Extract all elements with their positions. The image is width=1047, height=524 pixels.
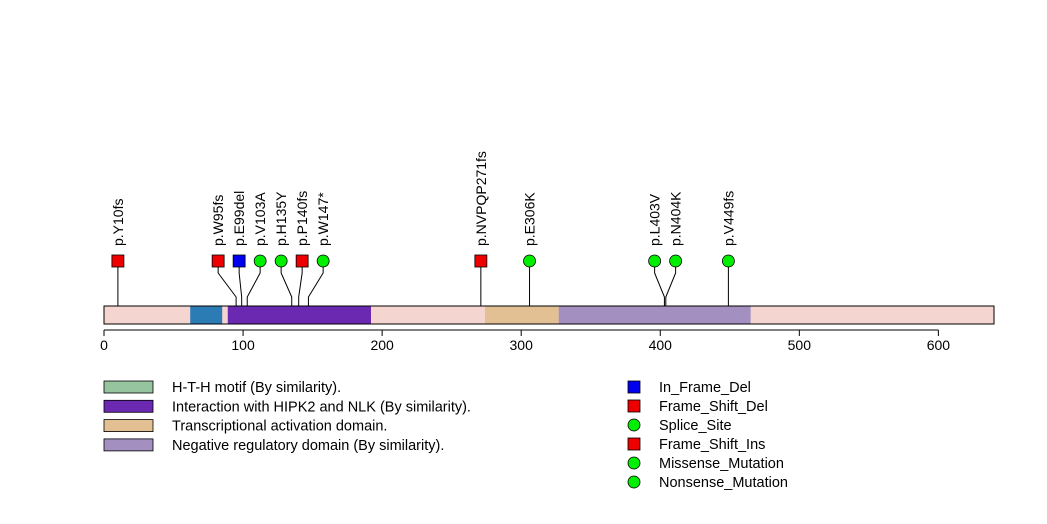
mutation-stem-2 bbox=[238, 261, 243, 306]
domain-legend-label-0: H-T-H motif (By similarity). bbox=[172, 380, 341, 396]
domain-legend-label-3: Negative regulatory domain (By similarit… bbox=[172, 438, 444, 454]
mutation-markers-group bbox=[111, 254, 735, 268]
domain-legend-swatch-3 bbox=[103, 438, 154, 452]
x-axis: 0 100 200 300 400 500 600 bbox=[100, 329, 951, 353]
mutation-legend-symbol-0 bbox=[627, 380, 641, 394]
domain-legend: H-T-H motif (By similarity). Interaction … bbox=[103, 380, 471, 454]
mutation-stem-5 bbox=[298, 261, 303, 306]
domain-bar-2 bbox=[485, 306, 559, 324]
mutation-label-9: p.L403V bbox=[647, 193, 663, 246]
mutation-label-0: p.Y10fs bbox=[110, 199, 126, 246]
domains-group bbox=[103, 305, 995, 325]
x-tick-label-0: 0 bbox=[100, 337, 108, 353]
mutation-label-2: p.E99del bbox=[231, 191, 247, 246]
domain-legend-label-1: Interaction with HIPK2 and NLK (By simil… bbox=[172, 399, 471, 415]
mutation-stem-10 bbox=[665, 261, 677, 306]
mutation-stem-4 bbox=[280, 261, 293, 306]
mutation-label-10: p.N404K bbox=[668, 191, 684, 246]
domain-legend-swatch-1 bbox=[103, 399, 154, 413]
mutation-stems-group bbox=[117, 261, 729, 306]
mutation-legend-label-1: Frame_Shift_Del bbox=[659, 399, 768, 415]
mutation-marker-3 bbox=[253, 254, 267, 268]
mutation-legend-label-5: Nonsense_Mutation bbox=[659, 475, 788, 491]
mutation-marker-5 bbox=[295, 254, 309, 268]
mutation-legend-symbol-5 bbox=[627, 475, 641, 489]
mutation-marker-6 bbox=[316, 254, 330, 268]
mutation-legend-symbol-3 bbox=[627, 437, 641, 451]
x-tick-label-100: 100 bbox=[231, 337, 255, 353]
mutation-legend-symbol-1 bbox=[627, 399, 641, 413]
x-tick-label-300: 300 bbox=[510, 337, 534, 353]
domain-legend-swatch-2 bbox=[103, 419, 154, 433]
mutation-legend-symbol-2 bbox=[627, 418, 641, 432]
x-tick-label-200: 200 bbox=[370, 337, 394, 353]
mutation-labels-group: p.Y10fs p.W95fs p.E99del p.V103A p.H135Y p.P1… bbox=[110, 151, 736, 246]
mutation-label-8: p.E306K bbox=[522, 192, 538, 246]
mutation-marker-4 bbox=[274, 254, 288, 268]
mutation-label-5: p.P140fs bbox=[294, 191, 310, 246]
mutation-marker-7 bbox=[474, 254, 488, 268]
mutation-label-4: p.H135Y bbox=[273, 191, 289, 246]
domain-bar-0 bbox=[190, 306, 223, 324]
mutation-legend-label-4: Missense_Mutation bbox=[659, 456, 784, 472]
mutation-marker-11 bbox=[721, 254, 735, 268]
mutation-marker-8 bbox=[523, 254, 536, 268]
mutation-stem-9 bbox=[654, 261, 665, 306]
mutation-legend-label-3: Frame_Shift_Ins bbox=[659, 437, 765, 453]
x-tick-label-600: 600 bbox=[927, 337, 951, 353]
mutation-label-3: p.V103A bbox=[252, 192, 268, 246]
mutation-label-1: p.W95fs bbox=[210, 195, 226, 246]
domain-legend-label-2: Transcriptional activation domain. bbox=[172, 419, 387, 435]
x-tick-label-400: 400 bbox=[649, 337, 673, 353]
mutation-stem-3 bbox=[246, 261, 261, 306]
mutation-marker-9 bbox=[648, 254, 662, 268]
mutation-marker-10 bbox=[669, 254, 683, 268]
domain-bar-3 bbox=[558, 306, 751, 324]
domain-bar-1 bbox=[227, 306, 371, 324]
mutation-label-6: p.W147* bbox=[315, 192, 331, 246]
mutation-marker-2 bbox=[232, 254, 246, 268]
x-tick-label-500: 500 bbox=[788, 337, 812, 353]
mutation-stem-6 bbox=[307, 261, 324, 306]
protein-backbone-outline bbox=[103, 305, 995, 325]
mutation-label-11: p.V449fs bbox=[720, 191, 736, 246]
domain-legend-swatch-0 bbox=[103, 380, 154, 394]
mutation-marker-0 bbox=[111, 254, 125, 268]
mutation-stem-1 bbox=[217, 261, 237, 306]
mutation-label-7: p.NVPQP271fs bbox=[473, 151, 489, 246]
mutation-marker-1 bbox=[211, 254, 225, 268]
mutation-legend-label-2: Splice_Site bbox=[659, 418, 732, 434]
mutation-legend-symbol-4 bbox=[627, 456, 641, 470]
mutation-legend-label-0: In_Frame_Del bbox=[659, 380, 751, 396]
mutation-legend: In_Frame_Del Frame_Shift_Del Splice_Site Fr… bbox=[627, 380, 788, 491]
